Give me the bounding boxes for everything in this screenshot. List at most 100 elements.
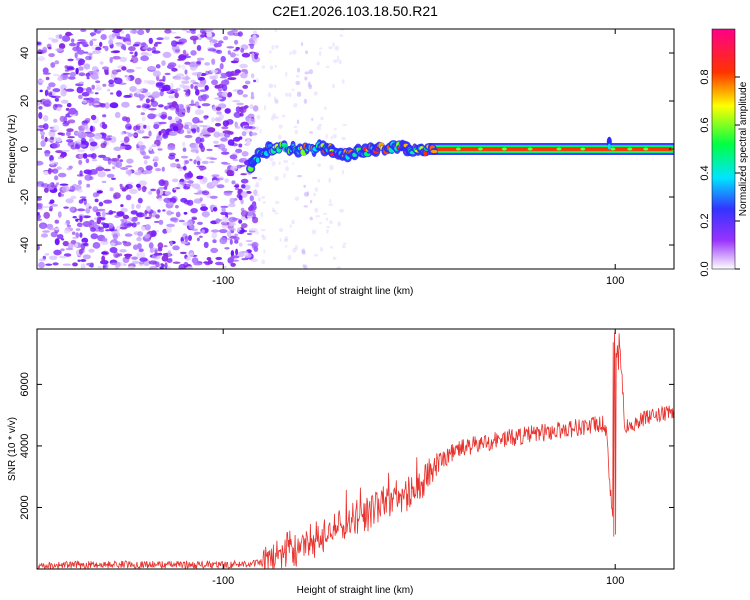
noise-blob: [52, 124, 60, 132]
noise-blob: [229, 238, 233, 245]
noise-blob: [209, 195, 218, 199]
noise-blob: [86, 183, 91, 188]
noise-blob: [107, 88, 111, 92]
noise-blob: [201, 229, 205, 234]
noise-blob: [204, 62, 211, 66]
noise-speckle: [268, 85, 273, 89]
noise-blob: [53, 118, 58, 123]
noise-speckle: [274, 64, 277, 69]
noise-blob: [211, 229, 220, 233]
noise-blob: [69, 71, 76, 78]
noise-blob: [178, 263, 186, 269]
noise-speckle: [260, 228, 266, 232]
noise-speckle: [270, 116, 275, 121]
noise-blob: [226, 119, 234, 125]
noise-blob: [97, 265, 102, 269]
noise-blob: [125, 76, 131, 82]
noise-speckle: [254, 230, 260, 235]
noise-blob: [89, 40, 94, 47]
noise-blob: [42, 46, 48, 54]
noise-blob: [113, 146, 122, 151]
noise-blob: [88, 102, 93, 106]
noise-blob: [216, 49, 223, 55]
noise-blob: [66, 102, 72, 108]
noise-blob: [151, 151, 155, 154]
noise-blob: [182, 141, 186, 147]
noise-blob: [238, 242, 243, 247]
noise-blob: [125, 194, 132, 201]
noise-blob: [189, 35, 199, 41]
noise-speckle: [313, 254, 319, 257]
noise-blob: [175, 211, 181, 218]
noise-speckle: [285, 71, 288, 77]
noise-blob: [153, 161, 158, 168]
noise-blob: [220, 205, 229, 208]
noise-blob: [251, 52, 255, 60]
noise-speckle: [329, 164, 334, 171]
noise-blob: [79, 196, 87, 199]
y-tick-label: 2000: [19, 495, 31, 519]
noise-speckle: [274, 98, 279, 104]
noise-blob: [133, 244, 139, 250]
noise-blob: [92, 50, 101, 54]
noise-blob: [198, 165, 207, 171]
noise-blob: [162, 209, 166, 212]
noise-blob: [160, 114, 168, 120]
noise-speckle: [341, 136, 346, 141]
noise-speckle: [254, 105, 258, 111]
noise-blob: [66, 224, 71, 228]
noise-speckle: [272, 207, 275, 213]
y-tick-label: -40: [19, 237, 31, 253]
noise-speckle: [304, 76, 308, 81]
noise-speckle: [281, 114, 286, 118]
ridge-dot: [610, 147, 616, 151]
noise-blob: [102, 237, 108, 242]
noise-blob: [139, 98, 143, 101]
noise-blob: [142, 136, 150, 139]
noise-blob: [120, 131, 125, 136]
noise-blob: [82, 100, 88, 104]
colorbar-tick-label: 0.8: [699, 69, 711, 84]
noise-blob: [140, 112, 145, 116]
noise-blob: [211, 58, 216, 65]
ridge-dot: [527, 147, 533, 151]
snr-frame: [36, 328, 675, 570]
noise-blob: [244, 71, 249, 75]
noise-blob: [253, 30, 257, 35]
noise-blob: [74, 52, 78, 59]
noise-speckle: [339, 34, 344, 37]
noise-blob: [151, 144, 157, 148]
snr-panel: -100 100 2000 4000 6000 Height of straight …: [7, 328, 675, 596]
noise-blob: [207, 48, 217, 52]
noise-blob: [229, 154, 238, 160]
noise-blob: [202, 134, 211, 137]
noise-blob: [195, 136, 202, 144]
noise-blob: [189, 103, 196, 106]
noise-speckle: [263, 249, 266, 254]
noise-blob: [163, 180, 169, 188]
noise-blob: [110, 242, 116, 247]
x-tick-label: 100: [606, 575, 624, 587]
noise-blob: [172, 261, 181, 264]
noise-speckle: [326, 229, 329, 234]
noise-blob: [181, 64, 186, 70]
noise-blob: [233, 57, 240, 63]
noise-blob: [206, 148, 213, 152]
noise-blob: [71, 38, 75, 43]
noise-blob: [43, 170, 50, 176]
noise-speckle: [291, 219, 295, 225]
noise-blob: [188, 235, 192, 241]
noise-blob: [116, 69, 122, 73]
noise-blob: [125, 165, 133, 168]
noise-blob: [196, 237, 200, 242]
noise-blob: [183, 124, 189, 130]
noise-speckle: [297, 174, 303, 178]
noise-blob: [240, 191, 248, 198]
noise-blob: [215, 261, 224, 266]
x-tick-label: -100: [212, 275, 234, 287]
noise-speckle: [268, 83, 274, 87]
noise-speckle: [274, 116, 279, 120]
noise-blob: [240, 199, 244, 205]
noise-blob: [77, 208, 85, 212]
noise-blob: [136, 221, 141, 225]
